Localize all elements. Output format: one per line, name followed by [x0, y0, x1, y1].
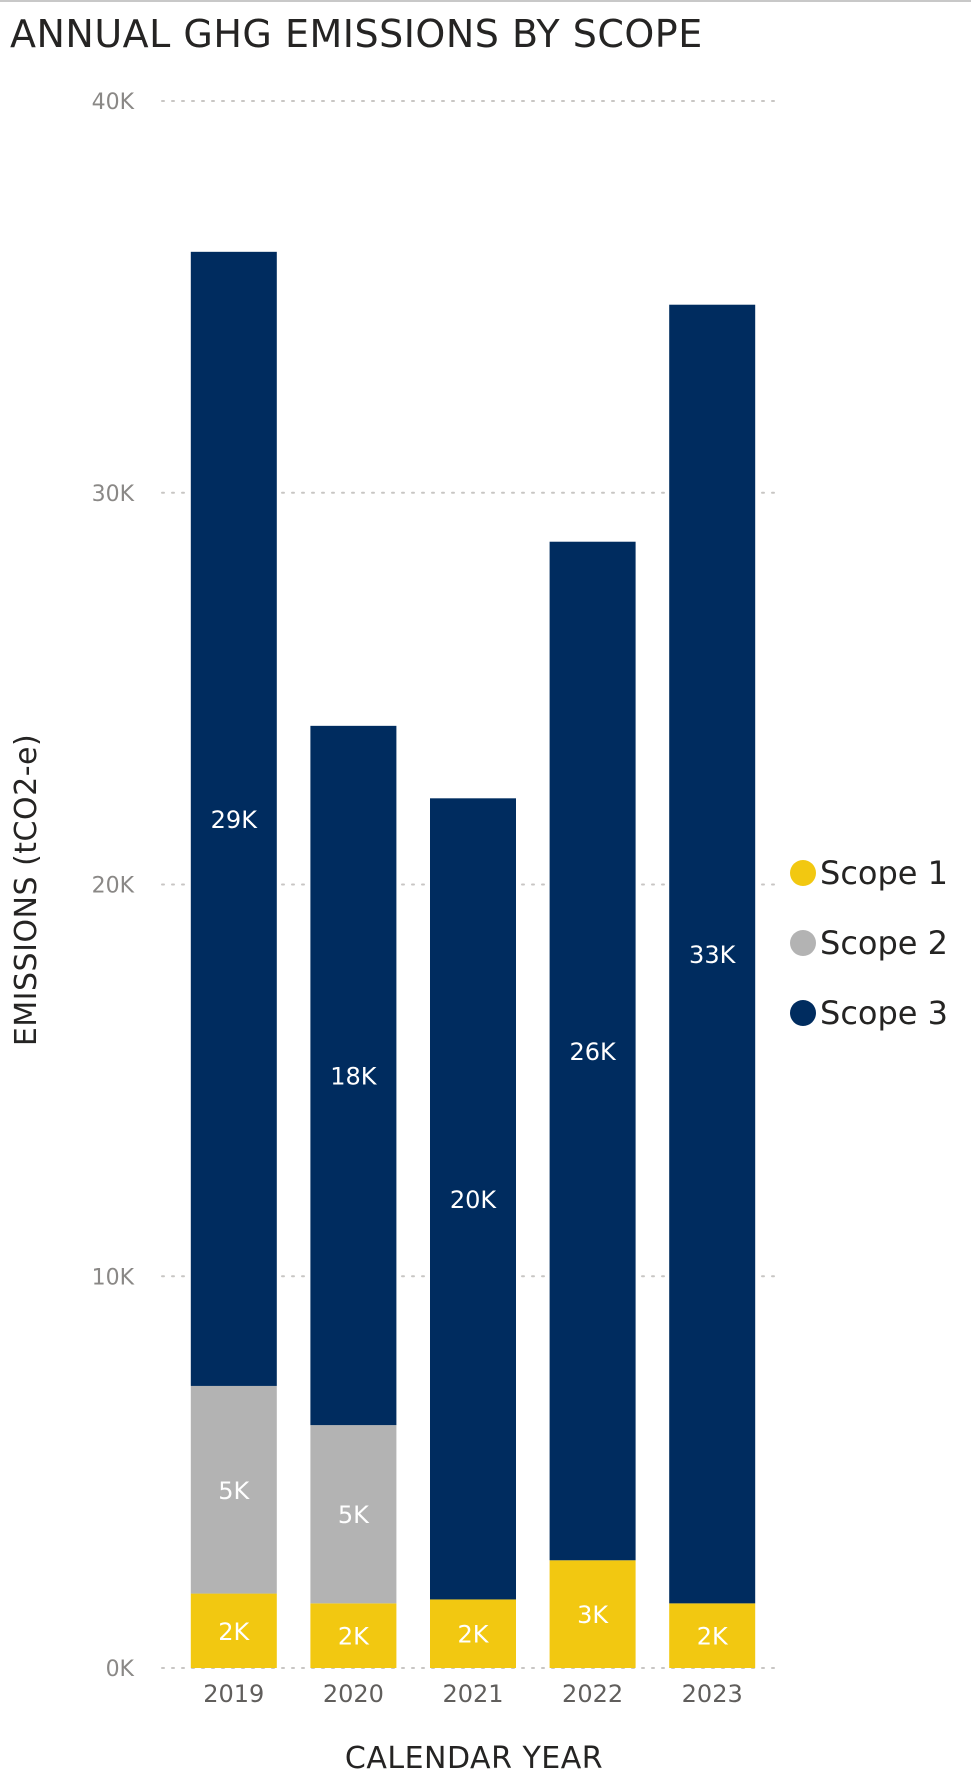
- bar-segment-scope-1[interactable]: [669, 1603, 756, 1668]
- data-label: 3K: [577, 1601, 609, 1629]
- x-axis-title: CALENDAR YEAR: [345, 1741, 603, 1776]
- bars: [190, 251, 756, 1668]
- legend-item-scope-1[interactable]: Scope 1: [790, 838, 948, 908]
- x-tick-label: 2019: [203, 1680, 264, 1708]
- data-label: 20K: [450, 1186, 498, 1214]
- bar-segment-scope-3[interactable]: [310, 725, 397, 1426]
- data-label: 2K: [697, 1623, 729, 1651]
- bar-segment-scope-3[interactable]: [669, 304, 756, 1604]
- data-label: 26K: [569, 1038, 617, 1066]
- bar-segment-scope-3[interactable]: [549, 541, 636, 1561]
- y-axis-ticks: 0K 10K 20K 30K 40K: [92, 90, 135, 1682]
- legend-marker: [790, 1000, 816, 1026]
- data-label: 5K: [338, 1501, 370, 1529]
- legend-marker: [790, 930, 816, 956]
- chart-title: ANNUAL GHG EMISSIONS BY SCOPE: [10, 12, 703, 56]
- legend-label: Scope 2: [820, 924, 949, 962]
- legend-label: Scope 1: [820, 854, 949, 892]
- y-tick-label: 0K: [106, 1657, 135, 1682]
- data-label: 29K: [211, 806, 259, 834]
- data-labels: 2K 5K 29K 2K 5K 18K 2K 20K 3K 26K 2K 33K: [211, 806, 737, 1651]
- x-axis-ticks: 2019 2020 2021 2022 2023: [203, 1680, 742, 1708]
- data-label: 2K: [218, 1618, 250, 1646]
- bar-segment-scope-1[interactable]: [310, 1603, 397, 1668]
- y-tick-label: 10K: [92, 1265, 135, 1290]
- bar-segment-scope-2[interactable]: [310, 1425, 397, 1604]
- data-label: 33K: [689, 941, 737, 969]
- data-label: 5K: [218, 1477, 250, 1505]
- x-tick-label: 2021: [442, 1680, 503, 1708]
- legend: Scope 1 Scope 2 Scope 3: [790, 838, 948, 1048]
- bar-segment-scope-1[interactable]: [190, 1593, 277, 1668]
- y-tick-label: 20K: [92, 874, 135, 899]
- legend-item-scope-2[interactable]: Scope 2: [790, 908, 948, 978]
- y-axis-title: EMISSIONS (tCO2-e): [9, 734, 44, 1046]
- x-tick-label: 2020: [323, 1680, 384, 1708]
- data-label: 2K: [457, 1621, 489, 1649]
- bar-segment-scope-3[interactable]: [190, 251, 277, 1386]
- y-tick-label: 30K: [92, 482, 135, 507]
- y-tick-label: 40K: [92, 90, 135, 115]
- top-border: [0, 0, 971, 2]
- x-tick-label: 2023: [682, 1680, 743, 1708]
- data-label: 2K: [338, 1623, 370, 1651]
- legend-item-scope-3[interactable]: Scope 3: [790, 978, 948, 1048]
- legend-marker: [790, 860, 816, 886]
- data-label: 18K: [330, 1062, 378, 1090]
- x-tick-label: 2022: [562, 1680, 623, 1708]
- bar-segment-scope-2[interactable]: [190, 1385, 277, 1594]
- legend-label: Scope 3: [820, 994, 949, 1032]
- bar-segment-scope-1[interactable]: [430, 1599, 516, 1668]
- bar-segment-scope-1[interactable]: [549, 1560, 636, 1668]
- bar-segment-scope-3[interactable]: [430, 798, 516, 1600]
